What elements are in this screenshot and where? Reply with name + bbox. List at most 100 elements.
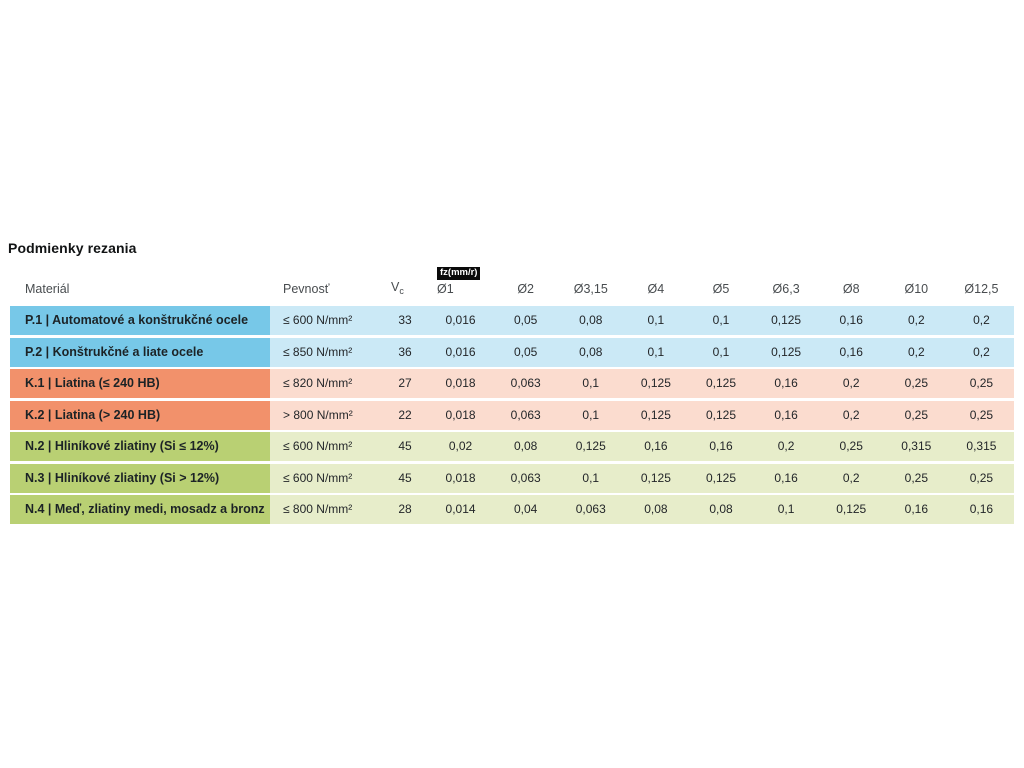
fz-cell: 0,1	[558, 400, 624, 430]
cutting-conditions-table: Materiál Pevnosť Vc fz(mm/r) Ø1 Ø2 Ø3,15…	[10, 261, 1014, 527]
strength-cell: ≤ 820 N/mm²	[270, 369, 382, 398]
fz-cell: 0,1	[688, 306, 754, 335]
fz-cell: 0,25	[948, 463, 1014, 493]
column-header-d3: Ø3,15	[573, 282, 608, 297]
table-row: P.1 | Automatové a konštrukčné ocele ≤ 6…	[10, 306, 1014, 335]
fz-cell: 0,014	[428, 495, 494, 524]
vc-cell: 36	[382, 337, 428, 367]
fz-cell: 0,02	[428, 432, 494, 461]
fz-cell: 0,16	[688, 432, 754, 461]
fz-cell: 0,125	[688, 400, 754, 430]
vc-cell: 45	[382, 463, 428, 493]
fz-cell: 0,315	[948, 432, 1014, 461]
fz-cell: 0,125	[688, 369, 754, 398]
material-cell: N.3 | Hliníkové zliatiny (Si > 12%)	[10, 463, 270, 493]
fz-cell: 0,1	[623, 337, 689, 367]
table-row: P.2 | Konštrukčné a liate ocele ≤ 850 N/…	[10, 337, 1014, 367]
table-row: N.4 | Meď, zliatiny medi, mosadz a bronz…	[10, 495, 1014, 524]
strength-cell: ≤ 600 N/mm²	[270, 306, 382, 335]
table-row: N.3 | Hliníkové zliatiny (Si > 12%) ≤ 60…	[10, 463, 1014, 493]
fz-cell: 0,08	[558, 306, 624, 335]
fz-cell: 0,2	[818, 400, 884, 430]
fz-cell: 0,2	[883, 306, 949, 335]
fz-cell: 0,16	[883, 495, 949, 524]
fz-cell: 0,125	[623, 463, 689, 493]
fz-cell: 0,1	[623, 306, 689, 335]
fz-cell: 0,063	[493, 369, 559, 398]
fz-cell: 0,315	[883, 432, 949, 461]
strength-cell: ≤ 800 N/mm²	[270, 495, 382, 524]
fz-cell: 0,1	[688, 337, 754, 367]
fz-cell: 0,125	[753, 337, 819, 367]
fz-cell: 0,016	[428, 306, 494, 335]
fz-cell: 0,1	[558, 369, 624, 398]
material-cell: N.2 | Hliníkové zliatiny (Si ≤ 12%)	[10, 432, 270, 461]
table-row: K.1 | Liatina (≤ 240 HB) ≤ 820 N/mm² 27 …	[10, 369, 1014, 398]
fz-cell: 0,16	[753, 463, 819, 493]
fz-cell: 0,125	[558, 432, 624, 461]
fz-cell: 0,16	[818, 306, 884, 335]
fz-cell: 0,25	[883, 463, 949, 493]
fz-cell: 0,25	[883, 369, 949, 398]
column-header-d9: Ø12,5	[964, 282, 999, 297]
strength-cell: ≤ 600 N/mm²	[270, 463, 382, 493]
section-title: Podmienky rezania	[8, 240, 137, 256]
fz-cell: 0,05	[493, 306, 559, 335]
fz-cell: 0,16	[753, 369, 819, 398]
material-cell: P.2 | Konštrukčné a liate ocele	[10, 337, 270, 367]
fz-cell: 0,2	[883, 337, 949, 367]
fz-cell: 0,125	[688, 463, 754, 493]
fz-unit-badge: fz(mm/r)	[437, 266, 481, 281]
material-cell: N.4 | Meď, zliatiny medi, mosadz a bronz	[10, 495, 270, 524]
fz-cell: 0,08	[623, 495, 689, 524]
column-header-d6: Ø6,3	[772, 282, 800, 297]
fz-cell: 0,25	[883, 400, 949, 430]
fz-cell: 0,125	[623, 400, 689, 430]
fz-cell: 0,2	[948, 337, 1014, 367]
fz-cell: 0,2	[818, 369, 884, 398]
column-header-d7: Ø8	[842, 282, 860, 297]
fz-cell: 0,063	[558, 495, 624, 524]
column-header-strength: Pevnosť	[283, 282, 330, 297]
fz-cell: 0,25	[818, 432, 884, 461]
fz-cell: 0,063	[493, 463, 559, 493]
fz-cell: 0,16	[623, 432, 689, 461]
material-cell: P.1 | Automatové a konštrukčné ocele	[10, 306, 270, 335]
fz-cell: 0,08	[493, 432, 559, 461]
diameter-label: Ø1	[437, 282, 454, 297]
fz-cell: 0,018	[428, 463, 494, 493]
fz-cell: 0,05	[493, 337, 559, 367]
table-header-row: Materiál Pevnosť Vc fz(mm/r) Ø1 Ø2 Ø3,15…	[10, 261, 1014, 297]
column-header-d2: Ø2	[517, 282, 534, 297]
fz-cell: 0,016	[428, 337, 494, 367]
vc-cell: 22	[382, 400, 428, 430]
fz-cell: 0,125	[753, 306, 819, 335]
fz-cell: 0,018	[428, 369, 494, 398]
vc-symbol: V	[391, 280, 400, 295]
fz-cell: 0,04	[493, 495, 559, 524]
column-header-d8: Ø10	[904, 282, 929, 297]
material-cell: K.2 | Liatina (> 240 HB)	[10, 400, 270, 430]
column-header-material: Materiál	[25, 282, 70, 297]
vc-subscript: c	[399, 286, 404, 297]
fz-cell: 0,08	[688, 495, 754, 524]
column-header-d5: Ø5	[712, 282, 730, 297]
table-row: N.2 | Hliníkové zliatiny (Si ≤ 12%) ≤ 60…	[10, 432, 1014, 461]
column-header-d4: Ø4	[647, 282, 665, 297]
fz-cell: 0,018	[428, 400, 494, 430]
table-row: K.2 | Liatina (> 240 HB) > 800 N/mm² 22 …	[10, 400, 1014, 430]
fz-cell: 0,2	[948, 306, 1014, 335]
fz-cell: 0,08	[558, 337, 624, 367]
column-header-vc: Vc	[382, 280, 428, 297]
fz-cell: 0,16	[948, 495, 1014, 524]
fz-cell: 0,25	[948, 369, 1014, 398]
fz-cell: 0,2	[818, 463, 884, 493]
fz-cell: 0,16	[818, 337, 884, 367]
vc-cell: 27	[382, 369, 428, 398]
vc-cell: 33	[382, 306, 428, 335]
fz-cell: 0,25	[948, 400, 1014, 430]
column-header-d1: fz(mm/r) Ø1	[428, 265, 493, 297]
fz-cell: 0,125	[623, 369, 689, 398]
vc-cell: 45	[382, 432, 428, 461]
